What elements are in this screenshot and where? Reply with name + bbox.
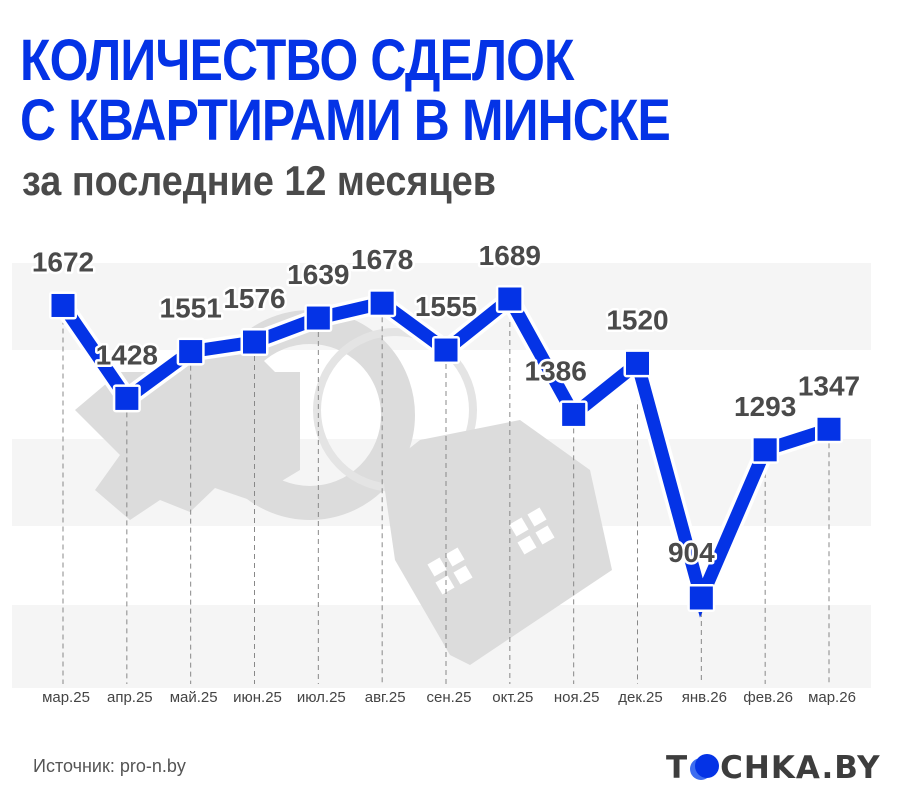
source-note: Источник: pro-n.by (33, 756, 186, 776)
data-label: 1428 (96, 339, 158, 370)
logo-text-right: CHKA.BY (720, 750, 881, 786)
x-axis-label: окт.25 (492, 689, 533, 706)
chart-title-line-1: КОЛИЧЕСТВО СДЕЛОК (20, 28, 575, 93)
data-label: 1520 (606, 304, 668, 335)
blue-circle-logo-icon (690, 754, 720, 782)
data-label: 1386 (525, 355, 587, 386)
vertical-gridlines (62, 313, 830, 684)
data-label: 1555 (415, 291, 477, 322)
x-axis-label: июн.25 (233, 689, 282, 706)
x-axis-label: мар.25 (42, 689, 90, 706)
x-axis-label: июл.25 (297, 689, 346, 706)
data-label: 1678 (351, 244, 413, 275)
x-axis-label: авг.25 (365, 689, 406, 706)
data-label: 1576 (223, 283, 285, 314)
data-label: 1347 (798, 370, 860, 401)
house-with-key-icon (75, 310, 612, 665)
data-label: 904 (668, 537, 715, 568)
x-axis-label: апр.25 (107, 689, 153, 706)
x-axis-label: мар.26 (808, 689, 856, 706)
x-axis-label: дек.25 (618, 689, 663, 706)
chart-title-line-2: С КВАРТИРАМИ В МИНСКЕ (20, 88, 671, 153)
logo-text-left: T (666, 750, 689, 786)
data-label: 1551 (160, 293, 222, 324)
x-axis-label: фев.26 (743, 689, 793, 706)
chart-subtitle: за последние 12 месяцев (22, 157, 497, 204)
x-axis-labels: мар.25 апр.25 май.25 июн.25 июл.25 авг.25 сен.… (42, 689, 856, 706)
x-axis-label: янв.26 (682, 689, 727, 706)
x-axis-label: ноя.25 (554, 689, 600, 706)
data-label: 1639 (287, 259, 349, 290)
data-markers (49, 285, 843, 612)
data-label: 1689 (479, 240, 541, 271)
site-logo[interactable]: T CHKA.BY (666, 748, 881, 788)
data-label: 1293 (734, 391, 796, 422)
x-axis-label: сен.25 (427, 689, 472, 706)
data-label: 1672 (32, 246, 94, 277)
x-axis-label: май.25 (170, 689, 218, 706)
